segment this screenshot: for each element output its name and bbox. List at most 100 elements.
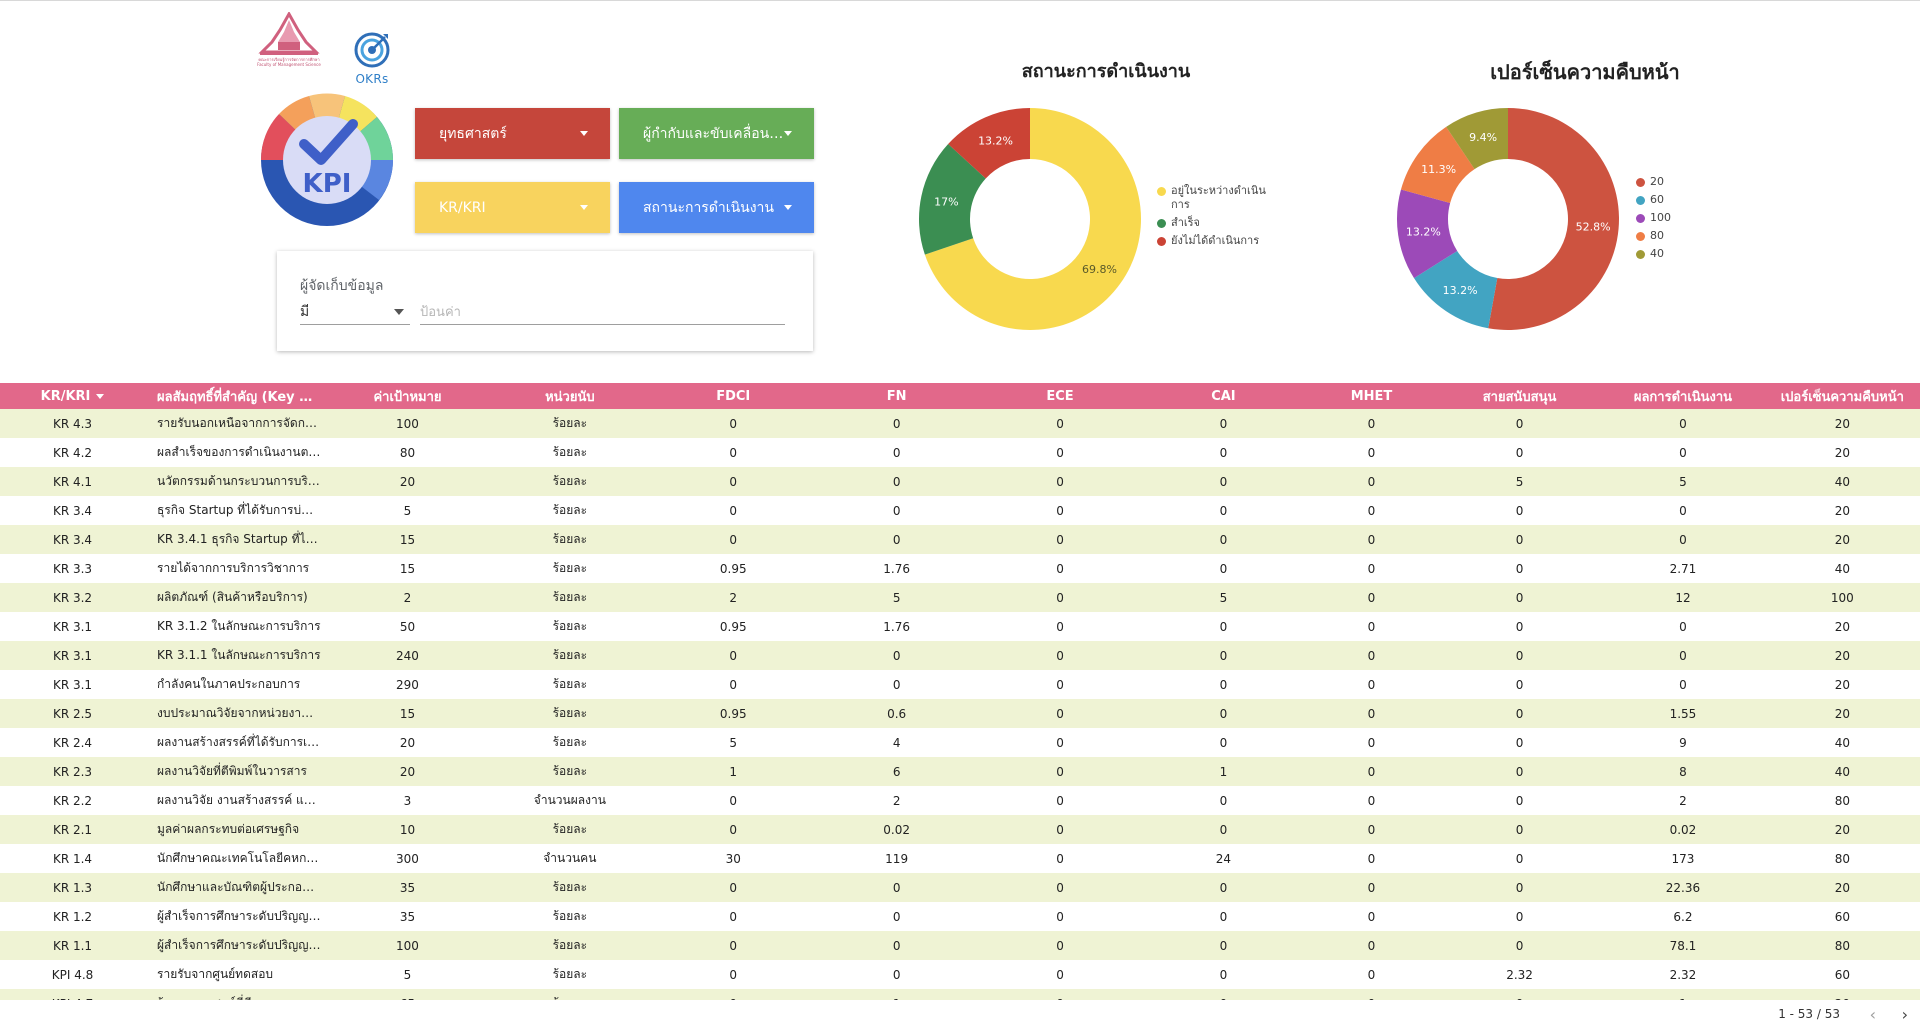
table-cell: 0 (729, 822, 738, 837)
donut-slice[interactable] (1397, 189, 1458, 279)
table-row[interactable]: KR 4.1 นวัตกรรมด้านกระบวนการบริหาร 20 ร้อยล… (0, 467, 1920, 496)
table-row[interactable]: KR 3.1 กำลังคนในภาคประกอบการ 290 ร้อยละ 0 0 0 0… (0, 670, 1920, 699)
table-cell: KR 3.3 (52, 561, 93, 576)
table-cell: ร้อยละ (552, 822, 588, 836)
table-cell: 0 (1679, 503, 1687, 518)
table-row[interactable]: KR 3.2 ผลิตภัณฑ์ (สินค้าหรือบริการ) 2 ร้อยล… (0, 583, 1920, 612)
prev-page-icon[interactable]: ‹ (1869, 1005, 1876, 1024)
legend-item[interactable]: 80 (1636, 229, 1696, 243)
table-row[interactable]: KR 1.2 ผู้สำเร็จการศึกษาระดับปริญญาตรี 35 ร… (0, 902, 1920, 931)
table-row[interactable]: KR 2.4 ผลงานสร้างสรรค์ที่ได้รับการเผยแพร่… (0, 728, 1920, 757)
legend-item[interactable]: 100 (1636, 211, 1696, 225)
donut-slice[interactable] (924, 108, 1141, 330)
column-header[interactable]: ผลการดำเนินงาน (1601, 383, 1764, 409)
column-header[interactable]: สายสนับสนุน (1438, 383, 1601, 409)
table-cell: 0 (1056, 735, 1064, 750)
table-row[interactable]: KR 1.1 ผู้สำเร็จการศึกษาระดับปริญญาตรี 100… (0, 931, 1920, 960)
table-row[interactable]: KR 2.2 ผลงานวิจัย งานสร้างสรรค์ และนวัตกร… (0, 786, 1920, 815)
table-cell: 5 (1515, 474, 1524, 489)
table-cell: 0 (1367, 474, 1376, 489)
table-cell: 0 (1679, 532, 1687, 547)
table-cell: 0 (729, 445, 738, 460)
table-cell: 0 (1515, 880, 1524, 895)
column-header-label: หน่วยนับ (545, 389, 595, 405)
value-input[interactable] (420, 301, 785, 325)
filter-status[interactable]: สถานะการดำเนินงาน (619, 182, 814, 233)
table-row[interactable]: KR 2.1 มูลค่าผลกระทบต่อเศรษฐกิจ 10 ร้อยละ 0 0… (0, 815, 1920, 844)
table-row[interactable]: KR 4.2 ผลสำเร็จของการดำเนินงานตามแผน 80 ร้อ… (0, 438, 1920, 467)
table-row[interactable]: KR 3.4 KR 3.4.1 ธุรกิจ Startup ที่ได้รับ 1… (0, 525, 1920, 554)
table-cell: ผลงานวิจัย งานสร้างสรรค์ และนวัตกรรม (157, 793, 327, 807)
legend-item[interactable]: สำเร็จ (1157, 216, 1277, 230)
table-row[interactable]: KR 3.1 KR 3.1.2 ในลักษณะการบริการ 50 ร้อยละ… (0, 612, 1920, 641)
table-cell: KR 3.4.1 ธุรกิจ Startup ที่ได้รับ (157, 532, 327, 546)
legend-item[interactable]: 40 (1636, 247, 1696, 261)
table-cell: 12 (1675, 590, 1691, 605)
legend-item[interactable]: 20 (1636, 175, 1696, 189)
table-cell: 20 (1834, 648, 1850, 663)
table-row[interactable]: KPI 4.7ร้อยละของศูนย์ที่มีผล65ร้อยละ0100… (0, 989, 1920, 1000)
next-page-icon[interactable]: › (1901, 1005, 1908, 1024)
table-row[interactable]: KR 3.4 ธุรกิจ Startup ที่ได้รับการบ่มเพาะ… (0, 496, 1920, 525)
table-cell: 1.76 (883, 561, 910, 576)
legend-swatch (1157, 187, 1166, 196)
table-row[interactable]: KR 2.3 ผลงานวิจัยที่ตีพิมพ์ในวารสาร 20 ร้อย… (0, 757, 1920, 786)
column-header[interactable]: CAI (1142, 383, 1305, 409)
table-header-row: KR/KRI ผลสัมฤทธิ์ที่สำคัญ (Key Results) ค่… (0, 383, 1920, 409)
column-header[interactable]: ECE (978, 383, 1141, 409)
table-cell: 100 (396, 938, 419, 953)
table-cell: KR 1.2 (52, 909, 93, 924)
column-header[interactable]: FN (815, 383, 978, 409)
table-row[interactable]: KR 3.3 รายได้จากการบริการวิชาการ 15 ร้อยละ 0… (0, 554, 1920, 583)
table-cell: 0 (1056, 822, 1064, 837)
table-row[interactable]: KR 1.3 นักศึกษาและบัณฑิตผู้ประกอบการ 35 ร้อ… (0, 873, 1920, 902)
table-cell: 0 (1219, 793, 1228, 808)
legend-item[interactable]: อยู่ในระหว่างดำเนินการ (1157, 184, 1277, 212)
column-header[interactable]: เปอร์เซ็นความคืบหน้า (1765, 383, 1920, 409)
table-cell: 0 (1367, 967, 1376, 982)
table-cell: 0 (1515, 793, 1524, 808)
table-cell: ร้อยละ (552, 445, 588, 459)
table-cell: 0 (1219, 416, 1228, 431)
table-cell: 0 (1056, 880, 1064, 895)
donut-slice[interactable] (1400, 126, 1475, 204)
legend-swatch (1636, 250, 1645, 259)
filter-supervisor[interactable]: ผู้กำกับและขับเคลื่อนตัวชี้วัด (619, 108, 814, 159)
table-cell: 0 (892, 909, 901, 924)
table-cell: 0 (1515, 561, 1524, 576)
filter-kr-kri[interactable]: KR/KRI (415, 182, 610, 233)
table-cell: 9 (1679, 735, 1687, 750)
table-row[interactable]: KPI 4.8 รายรับจากศูนย์ทดสอบ 5 ร้อยละ 0 0 0 0 0 2.… (0, 960, 1920, 989)
table-cell: 1.76 (883, 619, 910, 634)
filter-supervisor-label: ผู้กำกับและขับเคลื่อนตัวชี้วัด (643, 125, 786, 142)
table-cell: 300 (396, 851, 419, 866)
table-row[interactable]: KR 1.4 นักศึกษาคณะเทคโนโลยีคหกรรมศาสตร์ 30… (0, 844, 1920, 873)
table-row[interactable]: KR 2.5 งบประมาณวิจัยจากหน่วยงานภายนอก 15 ร้… (0, 699, 1920, 728)
filter-strategy[interactable]: ยุทธศาสตร์ (415, 108, 610, 159)
table-cell: 0 (1515, 735, 1524, 750)
table-cell: 5 (729, 735, 738, 750)
column-header[interactable]: ค่าเป้าหมาย (327, 383, 488, 409)
legend-item[interactable]: ยังไม่ได้ดำเนินการ (1157, 234, 1277, 248)
table-cell: ร้อยละ (552, 503, 588, 517)
kpi-logo: KPI (259, 92, 395, 228)
table-cell: 0 (1219, 909, 1228, 924)
column-header[interactable]: ผลสัมฤทธิ์ที่สำคัญ (Key Results) (145, 383, 327, 409)
donut-slice[interactable] (1488, 108, 1619, 330)
table-row[interactable]: KR 4.3 รายรับนอกเหนือจากการจัดการศึกษา 100… (0, 409, 1920, 438)
table-cell: 20 (1834, 677, 1850, 692)
donut-slice[interactable] (948, 108, 1030, 179)
donut-slice[interactable] (919, 144, 986, 255)
table-cell: 24 (1215, 851, 1232, 866)
column-header[interactable]: หน่วยนับ (488, 383, 651, 409)
column-header[interactable]: FDCI (652, 383, 815, 409)
progress-donut-chart: 52.8% 13.2% 13.2% 11.3% 9.4% (1397, 108, 1619, 330)
column-header[interactable]: MHET (1305, 383, 1438, 409)
donut-slice[interactable] (1414, 250, 1498, 329)
donut-slice[interactable] (1446, 108, 1508, 170)
sort-desc-icon[interactable] (96, 393, 105, 399)
operator-select[interactable]: มี (300, 301, 410, 325)
legend-item[interactable]: 60 (1636, 193, 1696, 207)
table-row[interactable]: KR 3.1 KR 3.1.1 ในลักษณะการบริการ 240 ร้อยล… (0, 641, 1920, 670)
column-header[interactable]: KR/KRI (0, 383, 145, 409)
